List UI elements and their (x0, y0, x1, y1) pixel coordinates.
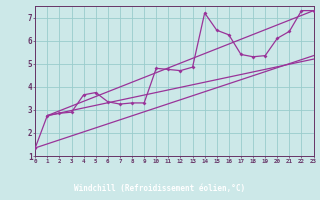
Text: Windchill (Refroidissement éolien,°C): Windchill (Refroidissement éolien,°C) (75, 184, 245, 193)
